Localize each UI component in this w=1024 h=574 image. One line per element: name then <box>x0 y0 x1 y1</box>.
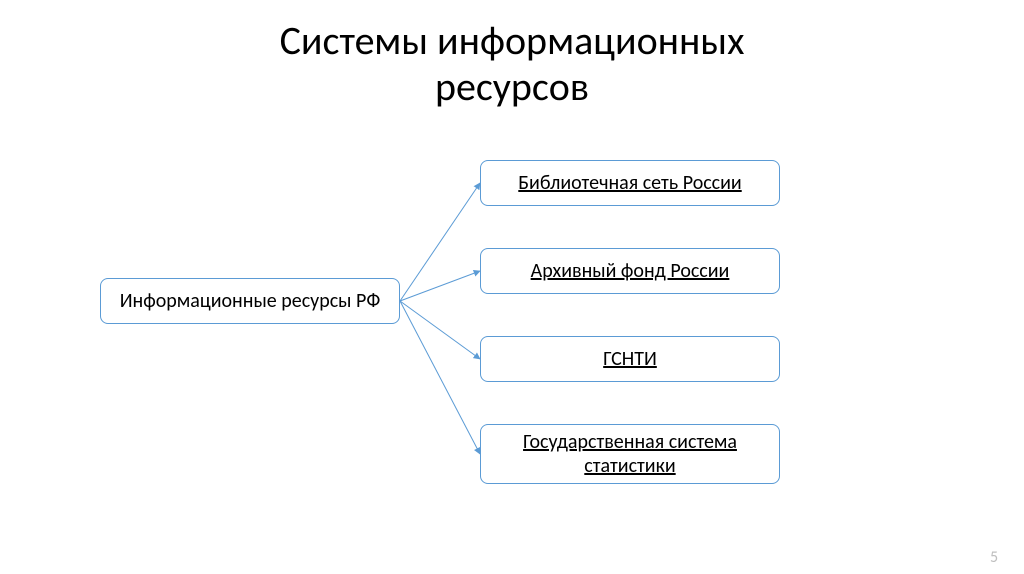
node-label: Государственная система статистики <box>491 430 769 478</box>
connector-arrow <box>400 301 480 454</box>
node-label: Информационные ресурсы РФ <box>120 289 381 313</box>
node-label: Библиотечная сеть России <box>518 171 741 195</box>
node-label: ГСНТИ <box>603 347 657 371</box>
node-label: Архивный фонд России <box>531 259 730 283</box>
page-number: 5 <box>990 548 998 567</box>
child-node: Архивный фонд России <box>480 248 780 294</box>
root-node: Информационные ресурсы РФ <box>100 278 400 324</box>
connector-arrow <box>400 271 480 301</box>
slide-title: Системы информационныхресурсов <box>0 18 1024 110</box>
connector-arrow <box>400 183 480 301</box>
child-node: Библиотечная сеть России <box>480 160 780 206</box>
child-node: Государственная система статистики <box>480 424 780 484</box>
child-node: ГСНТИ <box>480 336 780 382</box>
slide-title-text: Системы информационныхресурсов <box>280 16 745 111</box>
connector-arrow <box>400 301 480 359</box>
